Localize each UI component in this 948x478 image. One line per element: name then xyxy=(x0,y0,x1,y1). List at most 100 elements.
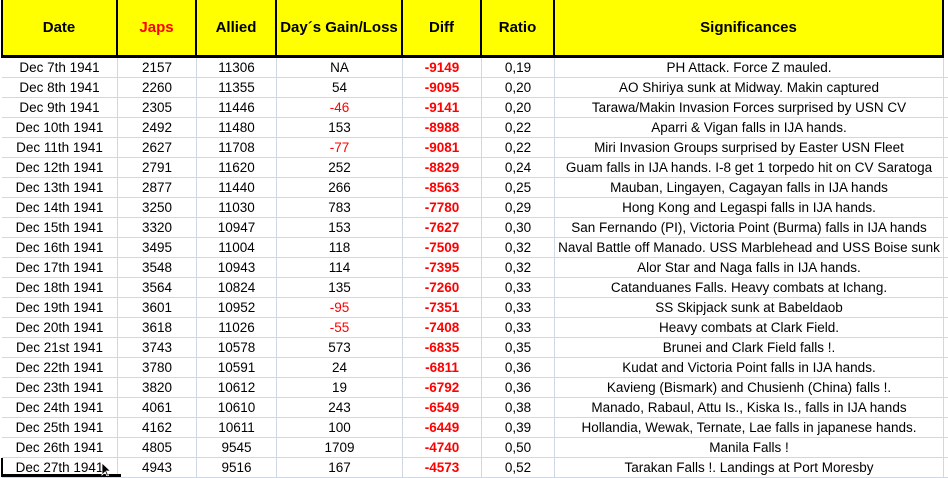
cell-japs[interactable]: 2877 xyxy=(118,178,197,198)
cell-japs[interactable]: 3495 xyxy=(118,238,197,258)
cell-ratio[interactable]: 0,39 xyxy=(482,418,555,438)
cell-significance[interactable]: Aparri & Vigan falls in IJA hands. xyxy=(555,118,944,138)
cell-diff[interactable]: -9141 xyxy=(403,98,482,118)
cell-gain-loss[interactable]: NA xyxy=(277,58,403,78)
cell-ratio[interactable]: 0,36 xyxy=(482,378,555,398)
cell-japs[interactable]: 3250 xyxy=(118,198,197,218)
cell-date[interactable]: Dec 24th 1941 xyxy=(2,398,118,418)
cell-ratio[interactable]: 0,20 xyxy=(482,78,555,98)
cell-gain-loss[interactable]: 573 xyxy=(277,338,403,358)
cell-diff[interactable]: -7351 xyxy=(403,298,482,318)
cell-diff[interactable]: -7509 xyxy=(403,238,482,258)
cell-allied[interactable]: 11480 xyxy=(197,118,277,138)
cell-significance[interactable]: Guam falls in IJA hands. I-8 get 1 torpe… xyxy=(555,158,944,178)
cell-japs[interactable]: 4162 xyxy=(118,418,197,438)
cell-date[interactable]: Dec 11th 1941 xyxy=(2,138,118,158)
cell-significance[interactable]: Alor Star and Naga falls in IJA hands. xyxy=(555,258,944,278)
cell-diff[interactable]: -9095 xyxy=(403,78,482,98)
cell-allied[interactable]: 10578 xyxy=(197,338,277,358)
cell-date[interactable]: Dec 7th 1941 xyxy=(2,58,118,78)
column-header-significances[interactable]: Significances xyxy=(555,0,944,55)
cell-allied[interactable]: 11030 xyxy=(197,198,277,218)
cell-gain-loss[interactable]: 266 xyxy=(277,178,403,198)
cell-date[interactable]: Dec 13th 1941 xyxy=(2,178,118,198)
cell-date[interactable]: Dec 9th 1941 xyxy=(2,98,118,118)
cell-allied[interactable]: 11708 xyxy=(197,138,277,158)
cell-diff[interactable]: -7780 xyxy=(403,198,482,218)
cell-allied[interactable]: 10610 xyxy=(197,398,277,418)
cell-significance[interactable]: Manado, Rabaul, Attu Is., Kiska Is., fal… xyxy=(555,398,944,418)
cell-gain-loss[interactable]: -46 xyxy=(277,98,403,118)
cell-gain-loss[interactable]: 243 xyxy=(277,398,403,418)
cell-japs[interactable]: 2157 xyxy=(118,58,197,78)
cell-allied[interactable]: 9545 xyxy=(197,438,277,458)
cell-allied[interactable]: 11004 xyxy=(197,238,277,258)
cell-gain-loss[interactable]: 118 xyxy=(277,238,403,258)
column-header-days-gain-loss[interactable]: Day´s Gain/Loss xyxy=(277,0,403,55)
cell-date[interactable]: Dec 14th 1941 xyxy=(2,198,118,218)
cell-significance[interactable]: Tarakan Falls !. Landings at Port Moresb… xyxy=(555,458,944,478)
cell-ratio[interactable]: 0,36 xyxy=(482,358,555,378)
cell-gain-loss[interactable]: 1709 xyxy=(277,438,403,458)
cell-date[interactable]: Dec 21st 1941 xyxy=(2,338,118,358)
cell-gain-loss[interactable]: 153 xyxy=(277,218,403,238)
cell-allied[interactable]: 11306 xyxy=(197,58,277,78)
cell-diff[interactable]: -8988 xyxy=(403,118,482,138)
cell-date[interactable]: Dec 23th 1941 xyxy=(2,378,118,398)
cell-diff[interactable]: -8563 xyxy=(403,178,482,198)
cell-ratio[interactable]: 0,52 xyxy=(482,458,555,478)
cell-japs[interactable]: 2791 xyxy=(118,158,197,178)
cell-significance[interactable]: Manila Falls ! xyxy=(555,438,944,458)
cell-japs[interactable]: 3564 xyxy=(118,278,197,298)
cell-diff[interactable]: -6549 xyxy=(403,398,482,418)
cell-allied[interactable]: 11446 xyxy=(197,98,277,118)
cell-diff[interactable]: -7627 xyxy=(403,218,482,238)
cell-gain-loss[interactable]: 167 xyxy=(277,458,403,478)
cell-ratio[interactable]: 0,32 xyxy=(482,258,555,278)
cell-allied[interactable]: 9516 xyxy=(197,458,277,478)
cell-diff[interactable]: -7260 xyxy=(403,278,482,298)
cell-gain-loss[interactable]: 100 xyxy=(277,418,403,438)
cell-significance[interactable]: Catanduanes Falls. Heavy combats at Icha… xyxy=(555,278,944,298)
cell-date[interactable]: Dec 17th 1941 xyxy=(2,258,118,278)
cell-japs[interactable]: 4943 xyxy=(118,458,197,478)
cell-gain-loss[interactable]: -55 xyxy=(277,318,403,338)
cell-diff[interactable]: -6835 xyxy=(403,338,482,358)
cell-gain-loss[interactable]: -77 xyxy=(277,138,403,158)
cell-japs[interactable]: 4061 xyxy=(118,398,197,418)
cell-date[interactable]: Dec 12th 1941 xyxy=(2,158,118,178)
cell-gain-loss[interactable]: 252 xyxy=(277,158,403,178)
cell-ratio[interactable]: 0,24 xyxy=(482,158,555,178)
cell-allied[interactable]: 11440 xyxy=(197,178,277,198)
cell-diff[interactable]: -6811 xyxy=(403,358,482,378)
cell-significance[interactable]: PH Attack. Force Z mauled. xyxy=(555,58,944,78)
cell-japs[interactable]: 3820 xyxy=(118,378,197,398)
cell-japs[interactable]: 4805 xyxy=(118,438,197,458)
cell-significance[interactable]: San Fernando (PI), Victoria Point (Burma… xyxy=(555,218,944,238)
cell-allied[interactable]: 10943 xyxy=(197,258,277,278)
cell-date[interactable]: Dec 18th 1941 xyxy=(2,278,118,298)
cell-ratio[interactable]: 0,22 xyxy=(482,138,555,158)
cell-japs[interactable]: 3618 xyxy=(118,318,197,338)
cell-ratio[interactable]: 0,30 xyxy=(482,218,555,238)
cell-significance[interactable]: Tarawa/Makin Invasion Forces surprised b… xyxy=(555,98,944,118)
cell-allied[interactable]: 11620 xyxy=(197,158,277,178)
cell-japs[interactable]: 3601 xyxy=(118,298,197,318)
cell-diff[interactable]: -7395 xyxy=(403,258,482,278)
cell-gain-loss[interactable]: 153 xyxy=(277,118,403,138)
cell-date[interactable]: Dec 10th 1941 xyxy=(2,118,118,138)
cell-gain-loss[interactable]: 114 xyxy=(277,258,403,278)
cell-significance[interactable]: SS Skipjack sunk at Babeldaob xyxy=(555,298,944,318)
cell-allied[interactable]: 10947 xyxy=(197,218,277,238)
cell-allied[interactable]: 10952 xyxy=(197,298,277,318)
cell-significance[interactable]: Miri Invasion Groups surprised by Easter… xyxy=(555,138,944,158)
cell-ratio[interactable]: 0,29 xyxy=(482,198,555,218)
cell-significance[interactable]: Hollandia, Wewak, Ternate, Lae falls in … xyxy=(555,418,944,438)
cell-date[interactable]: Dec 25th 1941 xyxy=(2,418,118,438)
cell-gain-loss[interactable]: 19 xyxy=(277,378,403,398)
cell-japs[interactable]: 3780 xyxy=(118,358,197,378)
cell-significance[interactable]: AO Shiriya sunk at Midway. Makin capture… xyxy=(555,78,944,98)
cell-significance[interactable]: Kavieng (Bismark) and Chusienh (China) f… xyxy=(555,378,944,398)
cell-gain-loss[interactable]: 135 xyxy=(277,278,403,298)
cell-gain-loss[interactable]: 54 xyxy=(277,78,403,98)
